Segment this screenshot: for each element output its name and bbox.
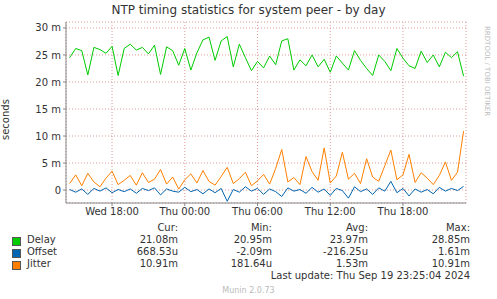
svg-text:Thu 00:00: Thu 00:00 [158, 206, 210, 217]
html-text:RRDTOOL / TOBI OETIKER: RRDTOOL / TOBI OETIKER [483, 26, 491, 117]
html-text:Min:: Min: [250, 222, 272, 233]
svg-text:25 m: 25 m [35, 50, 61, 61]
html-text:Avg:: Avg: [346, 222, 368, 233]
html-text:181.64u: 181.64u [230, 258, 272, 269]
svg-text:Wed 18:00: Wed 18:00 [85, 206, 139, 217]
html-text:Offset: Offset [27, 246, 57, 257]
html-text:Max:: Max: [446, 222, 470, 233]
html-text:Last update: Thu Sep 19 23:25:: Last update: Thu Sep 19 23:25:04 2024 [270, 270, 470, 281]
html-text:-2.09m: -2.09m [236, 246, 272, 257]
svg-text:15 m: 15 m [35, 104, 61, 115]
html-text:21.08m: 21.08m [139, 234, 178, 245]
html-text:Munin 2.0.73: Munin 2.0.73 [222, 286, 275, 295]
svg-text:30 m: 30 m [35, 22, 61, 33]
html-text:Delay: Delay [27, 234, 56, 245]
html-text:seconds: seconds [0, 99, 11, 141]
svg-text:5 m: 5 m [42, 158, 61, 169]
svg-text:Thu 12:00: Thu 12:00 [304, 206, 356, 217]
html-text:1.61m: 1.61m [438, 246, 470, 257]
svg-text:20 m: 20 m [35, 77, 61, 88]
html-text:10.91m: 10.91m [431, 258, 470, 269]
svg-text:Thu 06:00: Thu 06:00 [231, 206, 283, 217]
html-text:668.53u: 668.53u [136, 246, 178, 257]
html-text:23.97m: 23.97m [329, 234, 368, 245]
svg-text:Thu 18:00: Thu 18:00 [377, 206, 429, 217]
svg-text:10 m: 10 m [35, 131, 61, 142]
html-text:-216.25u: -216.25u [323, 246, 368, 257]
html-text:20.95m: 20.95m [233, 234, 272, 245]
html-text:Cur:: Cur: [157, 222, 178, 233]
html-text:Jitter: Jitter [27, 258, 51, 269]
svg-text:0: 0 [55, 185, 61, 196]
html-text:1.53m: 1.53m [336, 258, 368, 269]
html-text:28.85m: 28.85m [431, 234, 470, 245]
html-text:NTP timing statistics for syst: NTP timing statistics for system peer - … [111, 3, 386, 17]
html-text:10.91m: 10.91m [139, 258, 178, 269]
